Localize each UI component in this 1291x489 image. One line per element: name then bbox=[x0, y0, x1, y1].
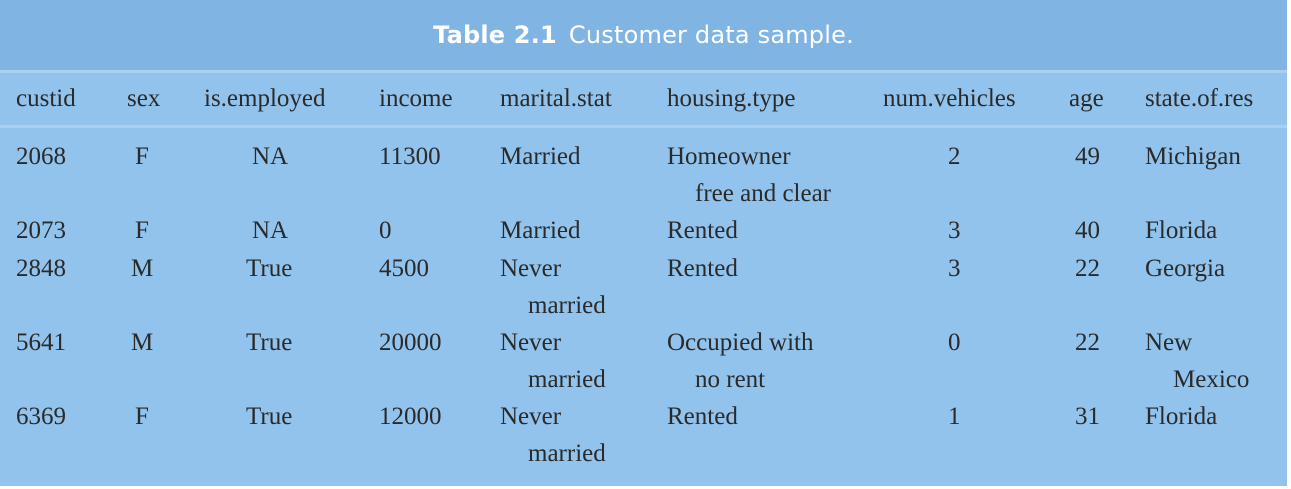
cell-is-employed: True bbox=[246, 403, 293, 430]
cell-housing-type-line2: no rent bbox=[695, 366, 766, 393]
table-body: 2068 F NA 11300 Married Homeowner free a… bbox=[0, 128, 1287, 486]
cell-state-of-res: Florida bbox=[1145, 403, 1218, 430]
cell-marital-stat: Never bbox=[500, 329, 562, 356]
cell-is-employed: NA bbox=[252, 143, 289, 170]
cell-num-vehicles: 0 bbox=[948, 329, 961, 356]
cell-custid: 2068 bbox=[16, 143, 66, 170]
cell-age: 22 bbox=[1075, 329, 1100, 356]
table-caption: Table 2.1 Customer data sample. bbox=[0, 0, 1287, 70]
column-header-housing-type: housing.type bbox=[667, 85, 796, 112]
cell-custid: 2073 bbox=[16, 217, 66, 244]
cell-marital-stat: Married bbox=[500, 217, 581, 244]
cell-custid: 6369 bbox=[16, 403, 66, 430]
cell-age: 22 bbox=[1075, 255, 1100, 282]
cell-age: 31 bbox=[1075, 403, 1100, 430]
cell-is-employed: True bbox=[246, 255, 293, 282]
cell-state-of-res: New bbox=[1145, 329, 1193, 356]
cell-state-of-res-line2: Mexico bbox=[1173, 366, 1250, 393]
cell-sex: F bbox=[135, 143, 149, 170]
column-header-sex: sex bbox=[127, 85, 161, 112]
cell-income: 12000 bbox=[379, 403, 442, 430]
column-header-is-employed: is.employed bbox=[204, 85, 326, 112]
cell-marital-stat-line2: married bbox=[528, 292, 606, 319]
cell-is-employed: True bbox=[246, 329, 293, 356]
table-caption-text: Customer data sample. bbox=[568, 21, 854, 49]
cell-housing-type: Rented bbox=[667, 217, 738, 244]
cell-custid: 5641 bbox=[16, 329, 66, 356]
cell-marital-stat: Never bbox=[500, 403, 562, 430]
cell-num-vehicles: 3 bbox=[948, 255, 961, 282]
cell-custid: 2848 bbox=[16, 255, 66, 282]
cell-state-of-res: Georgia bbox=[1145, 255, 1226, 282]
cell-income: 4500 bbox=[379, 255, 429, 282]
cell-marital-stat-line2: married bbox=[528, 366, 606, 393]
cell-state-of-res: Michigan bbox=[1145, 143, 1241, 170]
cell-num-vehicles: 3 bbox=[948, 217, 961, 244]
cell-income: 20000 bbox=[379, 329, 442, 356]
cell-sex: M bbox=[131, 329, 154, 356]
cell-marital-stat: Never bbox=[500, 255, 562, 282]
cell-num-vehicles: 1 bbox=[948, 403, 961, 430]
column-header-num-vehicles: num.vehicles bbox=[883, 85, 1016, 112]
column-header-custid: custid bbox=[16, 85, 76, 112]
cell-marital-stat: Married bbox=[500, 143, 581, 170]
cell-num-vehicles: 2 bbox=[948, 143, 961, 170]
cell-sex: F bbox=[135, 217, 149, 244]
cell-housing-type: Rented bbox=[667, 255, 738, 282]
column-header-marital-stat: marital.stat bbox=[500, 85, 612, 112]
cell-housing-type: Homeowner bbox=[667, 143, 791, 170]
table-number: Table 2.1 bbox=[433, 21, 557, 49]
cell-sex: F bbox=[135, 403, 149, 430]
table-header-row: custid sex is.employed income marital.st… bbox=[0, 73, 1287, 125]
column-header-age: age bbox=[1069, 85, 1104, 112]
cell-housing-type-line2: free and clear bbox=[695, 180, 831, 207]
cell-marital-stat-line2: married bbox=[528, 440, 606, 467]
cell-is-employed: NA bbox=[252, 217, 289, 244]
cell-sex: M bbox=[131, 255, 154, 282]
cell-income: 0 bbox=[379, 217, 392, 244]
cell-age: 40 bbox=[1075, 217, 1100, 244]
column-header-income: income bbox=[379, 85, 453, 112]
cell-age: 49 bbox=[1075, 143, 1100, 170]
column-header-state-of-res: state.of.res bbox=[1145, 85, 1254, 112]
cell-income: 11300 bbox=[379, 143, 441, 170]
cell-housing-type: Rented bbox=[667, 403, 738, 430]
cell-state-of-res: Florida bbox=[1145, 217, 1218, 244]
cell-housing-type: Occupied with bbox=[667, 329, 814, 356]
